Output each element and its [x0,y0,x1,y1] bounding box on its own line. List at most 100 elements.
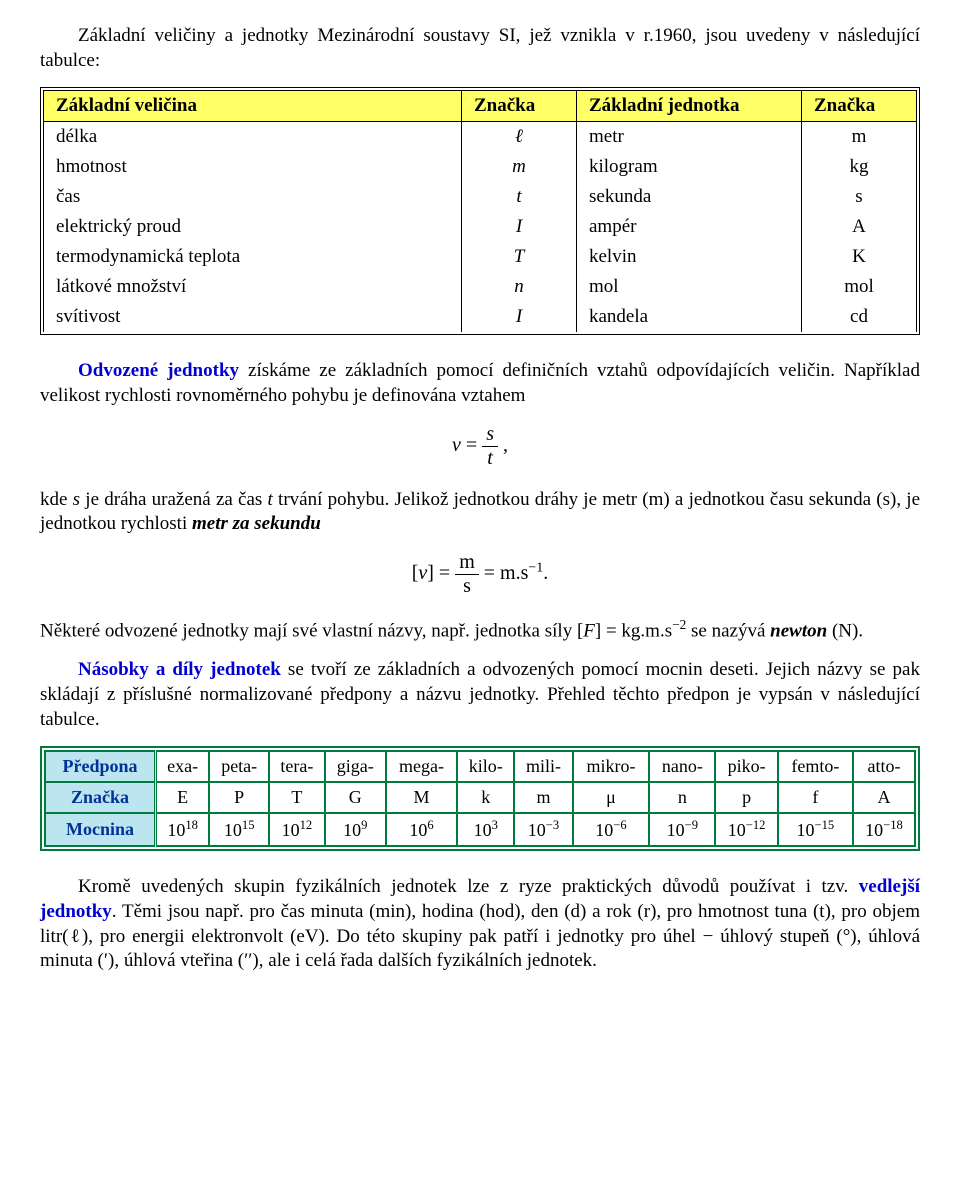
table-row: svítivostIkandelacd [44,302,917,332]
fu-exp: −1 [528,561,543,576]
table-row: termodynamická teplotaTkelvinK [44,242,917,272]
t2-row-exponent: Mocnina 10181015101210910610310−310−610−… [45,813,915,846]
t2-prefix: giga- [325,751,386,782]
odvozene-lead: Odvozené jednotky [78,360,239,381]
pn-d: (N). [827,620,863,641]
t2-prefix: exa- [156,751,210,782]
t1-qs: m [462,152,577,182]
t1-q: čas [44,182,462,212]
pn-c: se nazývá [686,620,770,641]
intro-paragraph: Základní veličiny a jednotky Mezinárodní… [40,24,920,73]
pn-a: Některé odvozené jednotky mají své vlast… [40,620,583,641]
t1-qs: ℓ [462,122,577,153]
para-kde: kde s je dráha uražená za čas t trvání p… [40,488,920,537]
pn-newton: newton [770,620,827,641]
formula-unit: [v] = m s = m.s−1. [40,551,920,598]
formula-v: v = s t , [40,423,920,470]
para-odvozene: Odvozené jednotky získáme ze základních … [40,359,920,408]
pf-b: . Těmi jsou např. pro čas minuta (min), … [40,901,920,971]
t2-exponent: 10−15 [778,813,853,846]
pn-F: F [583,620,595,641]
pn-b: ] = kg.m.s [595,620,672,641]
t2-symbol: G [325,782,386,813]
t2-symbol: T [269,782,325,813]
t2-exponent: 10−6 [573,813,650,846]
table1-header-row: Základní veličina Značka Základní jednot… [44,91,917,122]
t1-us: K [802,242,917,272]
t1-us: A [802,212,917,242]
t2-prefix: mili- [514,751,572,782]
t2-prefix: peta- [209,751,269,782]
fu-eq: = [439,562,450,584]
fv-num: s [482,423,498,447]
t1-qs: I [462,212,577,242]
intro-text: Základní veličiny a jednotky Mezinárodní… [40,25,920,71]
t1-h3: Značka [802,91,917,122]
t1-u: sekunda [577,182,802,212]
fu-eq2: = [484,562,495,584]
t2-exponent: 10−3 [514,813,572,846]
fv-lhs: v [452,434,461,456]
t2-symbol: P [209,782,269,813]
t1-h2: Základní jednotka [577,91,802,122]
t1-u: mol [577,272,802,302]
fu-rb: ] [427,562,434,584]
t2-exponent: 10−9 [649,813,715,846]
t2-symbol: μ [573,782,650,813]
t2-symbol: A [853,782,915,813]
t2-symbol: f [778,782,853,813]
table2-wrapper: Předpona exa-peta-tera-giga-mega-kilo-mi… [40,746,920,851]
fu-dot: . [543,562,548,584]
t1-us: kg [802,152,917,182]
table-row: látkové množstvínmolmol [44,272,917,302]
t1-qs: n [462,272,577,302]
fv-den: t [482,447,498,470]
t1-qs: I [462,302,577,332]
kde-metr: metr za sekundu [192,513,321,534]
t2-exponent: 10−12 [715,813,777,846]
t1-u: kilogram [577,152,802,182]
t2-lab2: Mocnina [45,813,156,846]
t1-h0: Základní veličina [44,91,462,122]
t2-prefix: tera- [269,751,325,782]
t1-us: cd [802,302,917,332]
fu-v: v [418,562,427,584]
t1-us: mol [802,272,917,302]
t1-q: délka [44,122,462,153]
t1-qs: t [462,182,577,212]
t2-lab1: Značka [45,782,156,813]
t1-us: s [802,182,917,212]
t2-exponent: 1018 [156,813,210,846]
t2-row-symbol: Značka EPTGMkmμnpfA [45,782,915,813]
fv-frac: s t [482,423,498,470]
t2-prefix: kilo- [457,751,514,782]
fu-den: s [455,575,479,598]
prefix-table: Předpona exa-peta-tera-giga-mega-kilo-mi… [44,750,916,847]
t2-exponent: 103 [457,813,514,846]
para-nasobky: Násobky a díly jednotek se tvoří ze zákl… [40,658,920,732]
t1-q: elektrický proud [44,212,462,242]
t2-exponent: 109 [325,813,386,846]
t1-us: m [802,122,917,153]
t1-u: ampér [577,212,802,242]
fu-rhs-wrap: m.s−1. [500,562,548,584]
t2-symbol: p [715,782,777,813]
t2-prefix: mega- [386,751,457,782]
t2-symbol: M [386,782,457,813]
t1-q: látkové množství [44,272,462,302]
kde-s: s [73,489,80,510]
t1-q: termodynamická teplota [44,242,462,272]
pn-exp: −2 [672,617,686,632]
t1-h1: Značka [462,91,577,122]
t2-symbol: E [156,782,210,813]
t2-exponent: 10−18 [853,813,915,846]
t2-prefix: mikro- [573,751,650,782]
t2-exponent: 106 [386,813,457,846]
si-base-table: Základní veličina Značka Základní jednot… [43,90,917,332]
t2-prefix: femto- [778,751,853,782]
table-row: častsekundas [44,182,917,212]
table-row: délkaℓmetrm [44,122,917,153]
fu-num: m [455,551,479,575]
t2-exponent: 1015 [209,813,269,846]
para-newton: Některé odvozené jednotky mají své vlast… [40,616,920,644]
